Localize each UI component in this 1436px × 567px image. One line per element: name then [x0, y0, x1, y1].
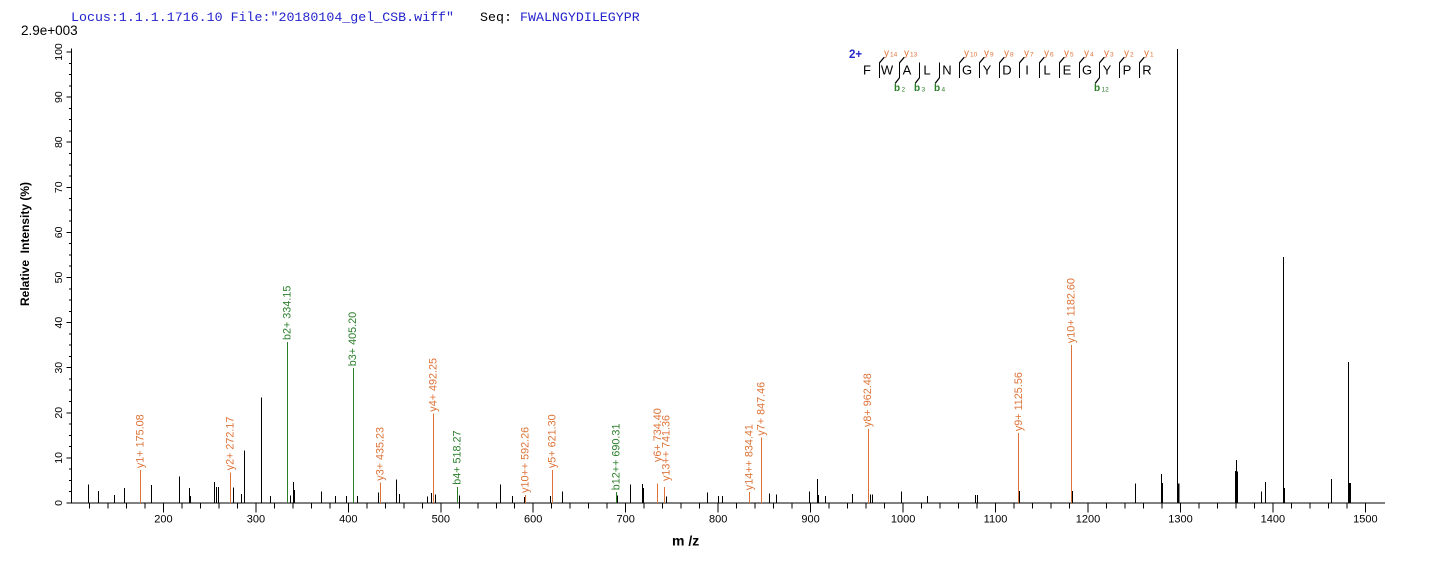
svg-text:y: y [1084, 48, 1089, 59]
svg-text:9: 9 [990, 52, 994, 59]
svg-text:Locus:1.1.1.1716.10 File:"2018: Locus:1.1.1.1716.10 File:"20180104_gel_C… [71, 10, 454, 25]
svg-text:6: 6 [1050, 52, 1054, 59]
svg-text:2+: 2+ [849, 49, 862, 61]
svg-text:50: 50 [53, 272, 65, 284]
svg-text:N: N [942, 63, 951, 78]
svg-text:700: 700 [617, 514, 635, 526]
svg-text:300: 300 [247, 514, 265, 526]
svg-text:Relative Intensity (%): Relative Intensity (%) [18, 182, 32, 306]
svg-text:13: 13 [910, 52, 918, 59]
svg-text:y2+ 272.17: y2+ 272.17 [224, 417, 236, 471]
svg-text:12: 12 [1102, 87, 1110, 94]
svg-text:900: 900 [801, 514, 819, 526]
svg-text:y: y [1004, 48, 1009, 59]
svg-text:1100: 1100 [984, 514, 1008, 526]
svg-text:y10++ 592.26: y10++ 592.26 [520, 427, 532, 493]
svg-text:500: 500 [432, 514, 450, 526]
svg-text:y: y [1024, 48, 1029, 59]
svg-text:y14++ 834.41: y14++ 834.41 [744, 424, 756, 490]
svg-text:y: y [904, 48, 909, 59]
svg-text:b: b [914, 83, 920, 94]
svg-text:E: E [1063, 63, 1072, 78]
svg-text:y6+ 734.40: y6+ 734.40 [652, 408, 664, 462]
svg-text:D: D [1002, 63, 1011, 78]
svg-text:b: b [894, 83, 900, 94]
svg-text:3: 3 [922, 87, 926, 94]
svg-text:y8+ 962.48: y8+ 962.48 [862, 373, 874, 427]
svg-text:600: 600 [524, 514, 542, 526]
svg-text:m /z: m /z [672, 533, 699, 549]
svg-text:y: y [1124, 48, 1129, 59]
svg-text:F: F [863, 63, 871, 78]
svg-text:y13++ 741.36: y13++ 741.36 [661, 415, 673, 481]
svg-text:14: 14 [890, 52, 898, 59]
svg-text:y: y [1144, 48, 1149, 59]
svg-text:4: 4 [942, 87, 946, 94]
svg-text:y: y [984, 48, 989, 59]
svg-text:80: 80 [53, 136, 65, 148]
svg-text:60: 60 [53, 226, 65, 238]
svg-text:70: 70 [53, 181, 65, 193]
svg-text:20: 20 [53, 407, 65, 419]
svg-text:W: W [881, 63, 894, 78]
svg-text:4: 4 [1090, 52, 1094, 59]
svg-text:L: L [1043, 63, 1050, 78]
svg-text:y7+ 847.46: y7+ 847.46 [756, 382, 768, 436]
svg-text:1500: 1500 [1353, 514, 1377, 526]
svg-text:800: 800 [709, 514, 727, 526]
svg-text:10: 10 [53, 452, 65, 464]
svg-text:Y: Y [1103, 63, 1112, 78]
svg-text:y1+ 175.08: y1+ 175.08 [134, 414, 146, 468]
svg-text:y: y [1044, 48, 1049, 59]
svg-text:I: I [1025, 63, 1029, 78]
svg-text:FWALNGYDILEGYPR: FWALNGYDILEGYPR [520, 10, 640, 25]
svg-text:b: b [1094, 83, 1100, 94]
svg-text:b4+ 518.27: b4+ 518.27 [452, 430, 464, 484]
svg-text:90: 90 [53, 91, 65, 103]
svg-text:y: y [1064, 48, 1069, 59]
svg-text:2: 2 [1130, 52, 1134, 59]
svg-text:100: 100 [53, 43, 65, 61]
svg-text:G: G [962, 63, 972, 78]
svg-text:1000: 1000 [891, 514, 915, 526]
svg-text:y4+ 492.25: y4+ 492.25 [428, 358, 440, 412]
svg-text:y: y [964, 48, 969, 59]
svg-text:2.9e+003: 2.9e+003 [21, 23, 78, 38]
svg-text:b: b [934, 83, 940, 94]
svg-text:8: 8 [1010, 52, 1014, 59]
svg-text:7: 7 [1030, 52, 1034, 59]
svg-text:R: R [1142, 63, 1151, 78]
svg-text:A: A [903, 63, 912, 78]
svg-text:b3+ 405.20: b3+ 405.20 [347, 312, 359, 366]
svg-text:5: 5 [1070, 52, 1074, 59]
svg-text:b12++ 690.31: b12++ 690.31 [610, 424, 622, 491]
svg-text:0: 0 [53, 500, 65, 506]
svg-text:L: L [923, 63, 930, 78]
svg-text:y9+ 1125.56: y9+ 1125.56 [1013, 372, 1025, 431]
svg-text:10: 10 [970, 52, 978, 59]
svg-text:1300: 1300 [1168, 514, 1192, 526]
svg-text:400: 400 [339, 514, 357, 526]
svg-text:y3+ 435.23: y3+ 435.23 [374, 427, 386, 481]
svg-text:P: P [1123, 63, 1132, 78]
svg-text:y5+ 621.30: y5+ 621.30 [547, 414, 559, 468]
svg-text:y10+ 1182.60: y10+ 1182.60 [1066, 278, 1078, 343]
svg-text:y: y [1104, 48, 1109, 59]
svg-text:40: 40 [53, 317, 65, 329]
svg-text:Seq:: Seq: [480, 10, 512, 25]
svg-text:y: y [884, 48, 889, 59]
svg-text:b2+ 334.15: b2+ 334.15 [281, 286, 293, 340]
svg-text:1: 1 [1150, 52, 1154, 59]
svg-text:Y: Y [983, 63, 992, 78]
svg-text:200: 200 [154, 514, 172, 526]
svg-text:2: 2 [902, 87, 906, 94]
svg-text:1200: 1200 [1076, 514, 1100, 526]
svg-text:30: 30 [53, 362, 65, 374]
svg-text:G: G [1082, 63, 1092, 78]
svg-text:3: 3 [1110, 52, 1114, 59]
svg-text:1400: 1400 [1261, 514, 1285, 526]
